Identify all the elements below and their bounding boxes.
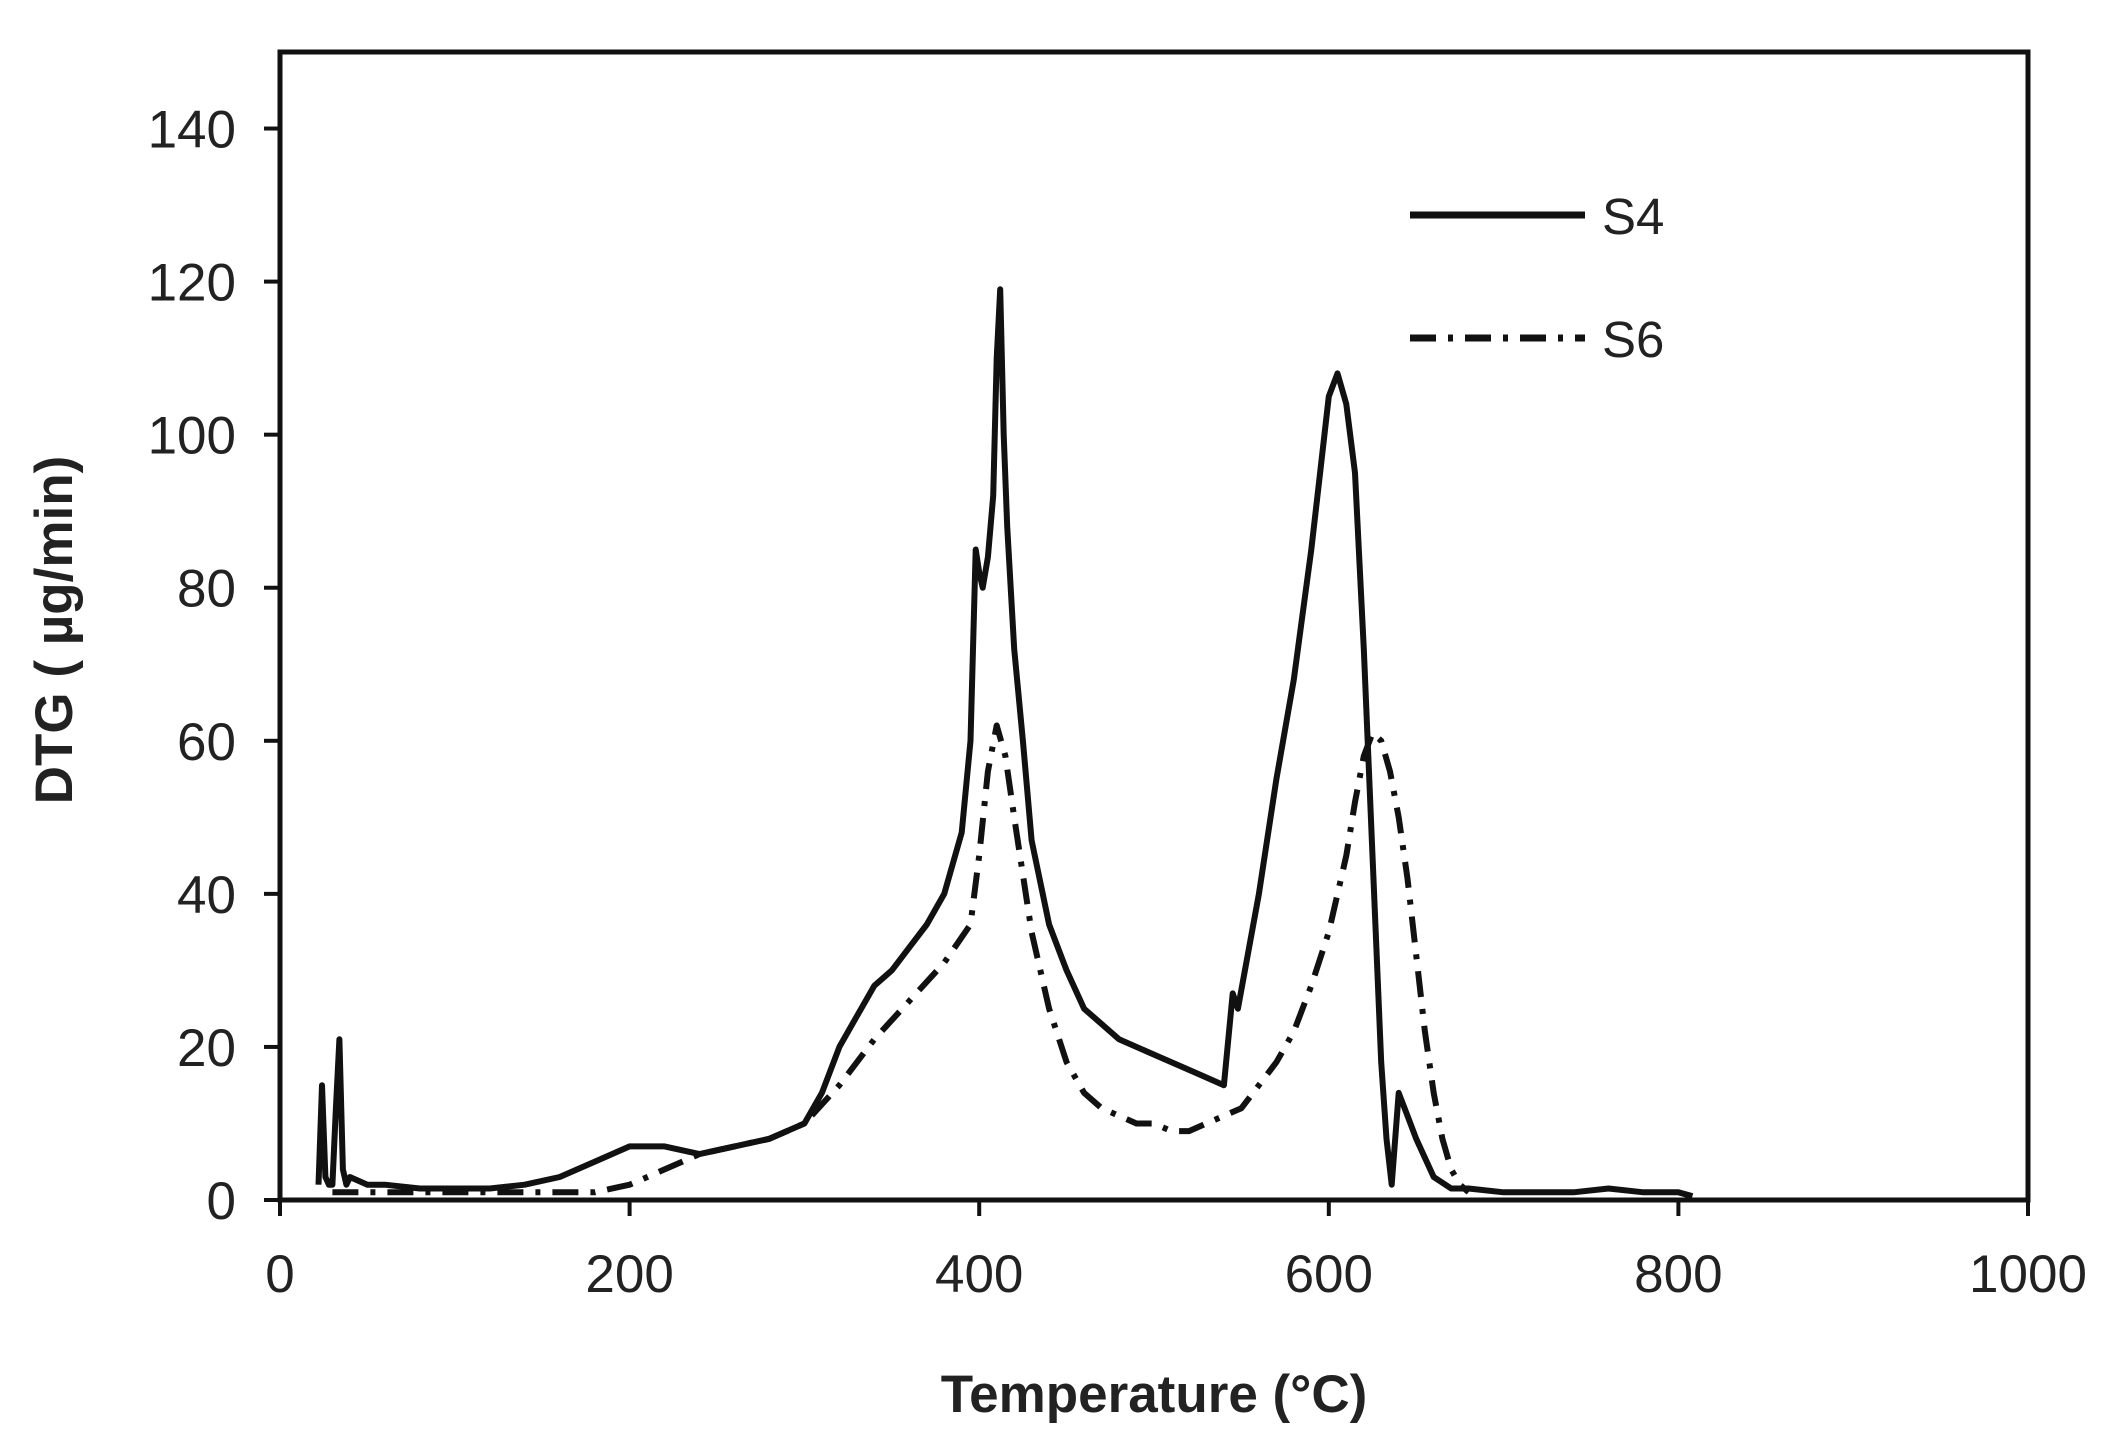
x-axis-ticks: 0 200 400 600 800 1000 (265, 1200, 2087, 1304)
x-tick-label: 0 (265, 1245, 294, 1304)
x-tick-label: 200 (585, 1245, 673, 1304)
legend-label-s4: S4 (1602, 188, 1664, 245)
y-tick-label: 60 (177, 713, 236, 772)
x-tick-label: 800 (1634, 1245, 1722, 1304)
y-axis-title: DTG ( µg/min) (25, 456, 84, 805)
y-tick-label: 40 (177, 866, 236, 925)
y-tick-label: 120 (148, 254, 236, 313)
y-tick-label: 0 (207, 1172, 236, 1231)
x-tick-label: 400 (935, 1245, 1023, 1304)
y-tick-label: 100 (148, 407, 236, 466)
series-line-s6 (332, 722, 1471, 1196)
y-tick-label: 140 (148, 101, 236, 160)
series-line-s4 (315, 286, 1694, 1200)
legend: S4 S6 (1410, 188, 1664, 368)
x-tick-label: 600 (1285, 1245, 1373, 1304)
plot-area-frame (277, 49, 2031, 1203)
series-layer (315, 286, 1694, 1200)
y-tick-label: 80 (177, 560, 236, 619)
y-tick-label: 20 (177, 1019, 236, 1078)
y-axis-ticks: 0 20 40 60 80 100 120 140 (148, 101, 280, 1231)
x-axis-title: Temperature (°C) (941, 1365, 1368, 1424)
x-tick-label: 1000 (1969, 1245, 2087, 1304)
legend-label-s6: S6 (1602, 311, 1664, 368)
